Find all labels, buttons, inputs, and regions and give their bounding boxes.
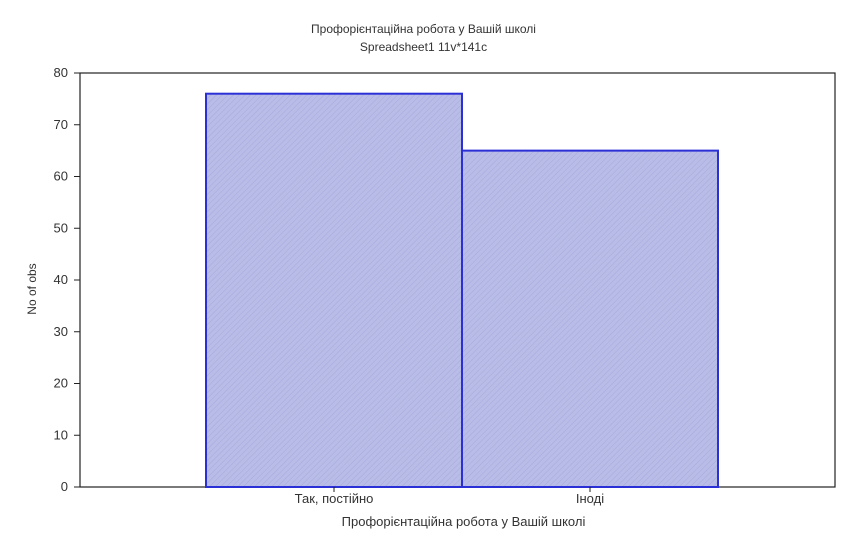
bar — [205, 92, 463, 488]
y-tick-label: 50 — [54, 220, 68, 235]
y-tick-label: 80 — [54, 65, 68, 80]
bar — [461, 149, 719, 488]
chart-title: Профорієнтаційна робота у Вашій школі — [311, 22, 536, 36]
x-axis-label: Профорієнтаційна робота у Вашій школі — [341, 514, 586, 529]
bars — [205, 92, 719, 488]
chart-subtitle: Spreadsheet1 11v*141c — [359, 40, 488, 54]
x-tick-label: Так, постійно — [295, 491, 374, 506]
y-tick-label: 70 — [54, 117, 68, 132]
y-tick-label: 40 — [54, 272, 68, 287]
y-axis-label: No of obs — [25, 263, 39, 315]
x-tick-label: Іноді — [576, 491, 604, 506]
y-tick-label: 10 — [54, 427, 68, 442]
y-tick-label: 60 — [54, 169, 68, 184]
y-tick-label: 30 — [54, 324, 68, 339]
y-tick-label: 20 — [54, 376, 68, 391]
x-axis: Так, постійно Іноді — [295, 487, 604, 506]
y-axis: 0 10 20 30 40 50 60 70 80 — [54, 65, 80, 494]
y-tick-label: 0 — [61, 479, 68, 494]
